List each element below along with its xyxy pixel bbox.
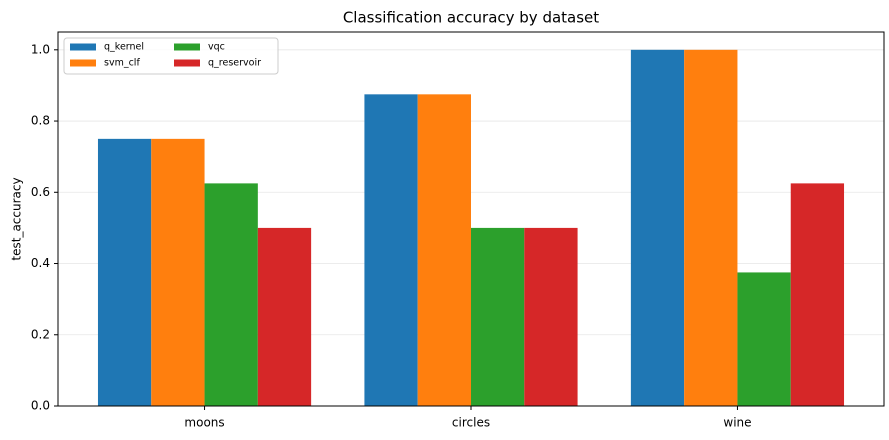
- y-tick-label: 0.0: [31, 399, 50, 413]
- legend-swatch: [174, 59, 200, 67]
- bar: [97, 138, 152, 406]
- chart-title: Classification accuracy by dataset: [343, 9, 599, 27]
- plot-frame: [57, 31, 885, 407]
- legend-label: svm_clf: [104, 58, 140, 69]
- legend-label: q_reservoir: [208, 58, 261, 69]
- y-tick-label: 0.4: [31, 256, 50, 270]
- y-tick-label: 0.2: [31, 327, 50, 341]
- bar: [630, 49, 685, 407]
- y-tick-label: 1.0: [31, 42, 50, 56]
- legend-label: vqc: [208, 42, 225, 53]
- x-tick-label: circles: [452, 416, 490, 430]
- bar: [204, 183, 258, 406]
- bar: [257, 227, 312, 406]
- legend-swatch: [174, 43, 200, 51]
- y-axis-label: test_accuracy: [10, 177, 24, 260]
- bar: [151, 138, 205, 406]
- bar: [524, 227, 578, 406]
- x-tick-label: moons: [184, 416, 224, 430]
- bar: [471, 227, 525, 406]
- bar: [364, 94, 418, 406]
- bar: [737, 272, 791, 406]
- legend-box: [63, 37, 279, 75]
- x-tick-label: wine: [723, 416, 751, 430]
- legend-label: q_kernel: [104, 42, 144, 53]
- y-tick-label: 0.6: [31, 185, 50, 199]
- bar: [684, 49, 738, 407]
- bar: [417, 94, 471, 406]
- y-tick-label: 0.8: [31, 114, 50, 128]
- legend-swatch: [70, 59, 96, 67]
- bar: [790, 183, 845, 406]
- legend-swatch: [70, 43, 96, 51]
